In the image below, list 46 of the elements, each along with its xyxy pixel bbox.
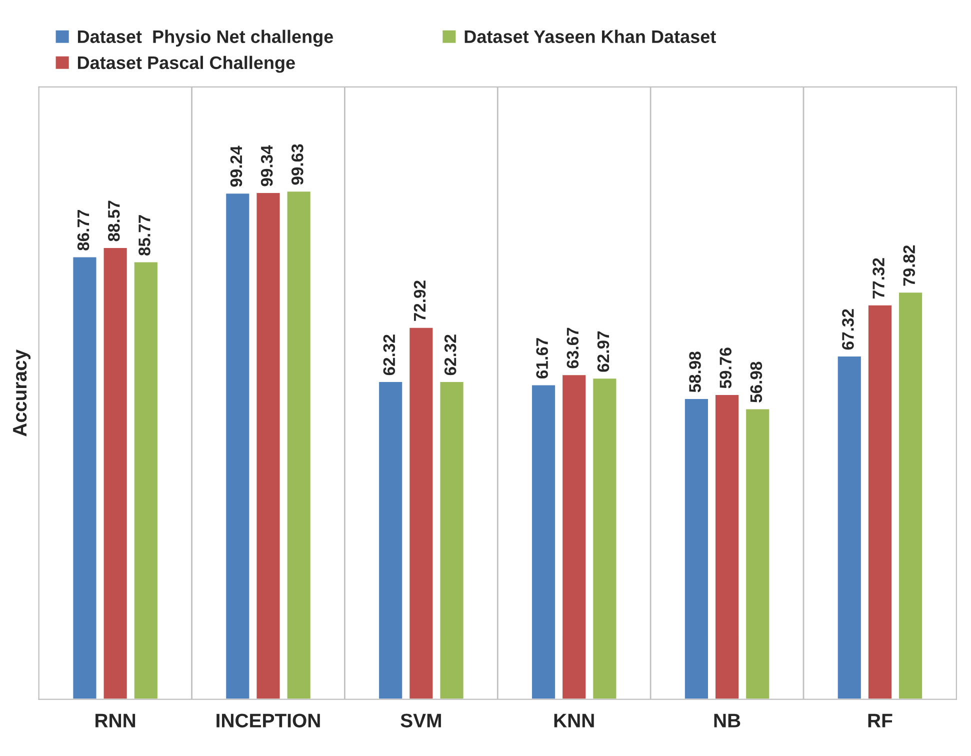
- legend-label: Dataset Pascal Challenge: [78, 56, 295, 73]
- bar: [132, 260, 159, 700]
- x-tick-label: SVM: [400, 714, 441, 728]
- bar: [102, 246, 128, 700]
- data-label: 99.24: [230, 146, 242, 187]
- data-label: 77.32: [872, 258, 884, 298]
- data-label: 99.34: [260, 145, 273, 186]
- data-label: 86.77: [77, 210, 90, 250]
- data-label: 59.76: [720, 348, 732, 388]
- x-tick-label: RF: [868, 714, 892, 728]
- data-label: 62.32: [444, 334, 456, 376]
- bar: [684, 398, 710, 700]
- legend-label: Dataset Physio Net challenge: [78, 30, 334, 47]
- data-label: 88.57: [108, 200, 120, 242]
- bar: [592, 377, 618, 700]
- data-label: 79.82: [903, 245, 916, 286]
- bar: [72, 256, 98, 700]
- bar: [898, 291, 924, 700]
- data-label: 63.67: [566, 328, 579, 368]
- bar: [408, 326, 434, 700]
- bar: [867, 304, 893, 700]
- bar: [378, 380, 404, 700]
- data-label: 67.32: [842, 309, 854, 350]
- data-label: 85.77: [138, 215, 150, 256]
- data-label: 61.67: [536, 338, 548, 378]
- bar: [438, 380, 465, 700]
- bar: [836, 355, 862, 700]
- x-tick-label: KNN: [554, 714, 594, 728]
- y-axis-title: Accuracy: [13, 349, 31, 436]
- bar: [744, 408, 771, 700]
- x-tick-label: NB: [714, 714, 740, 728]
- data-label: 58.98: [689, 352, 701, 392]
- bar: [255, 192, 282, 700]
- data-label: 62.32: [383, 334, 396, 376]
- data-label: 56.98: [750, 362, 762, 402]
- legend-label: Dataset Yaseen Khan Dataset: [464, 30, 716, 44]
- bar: [530, 384, 556, 700]
- data-label: 72.92: [414, 280, 426, 321]
- bar: [561, 374, 588, 700]
- bar: [224, 192, 251, 700]
- x-tick-label: INCEPTION: [216, 714, 320, 728]
- data-label: 99.63: [291, 144, 304, 185]
- data-label: 62.97: [597, 331, 610, 372]
- bar: [286, 190, 312, 700]
- bar: [714, 394, 740, 700]
- x-tick-label: RNN: [96, 714, 136, 728]
